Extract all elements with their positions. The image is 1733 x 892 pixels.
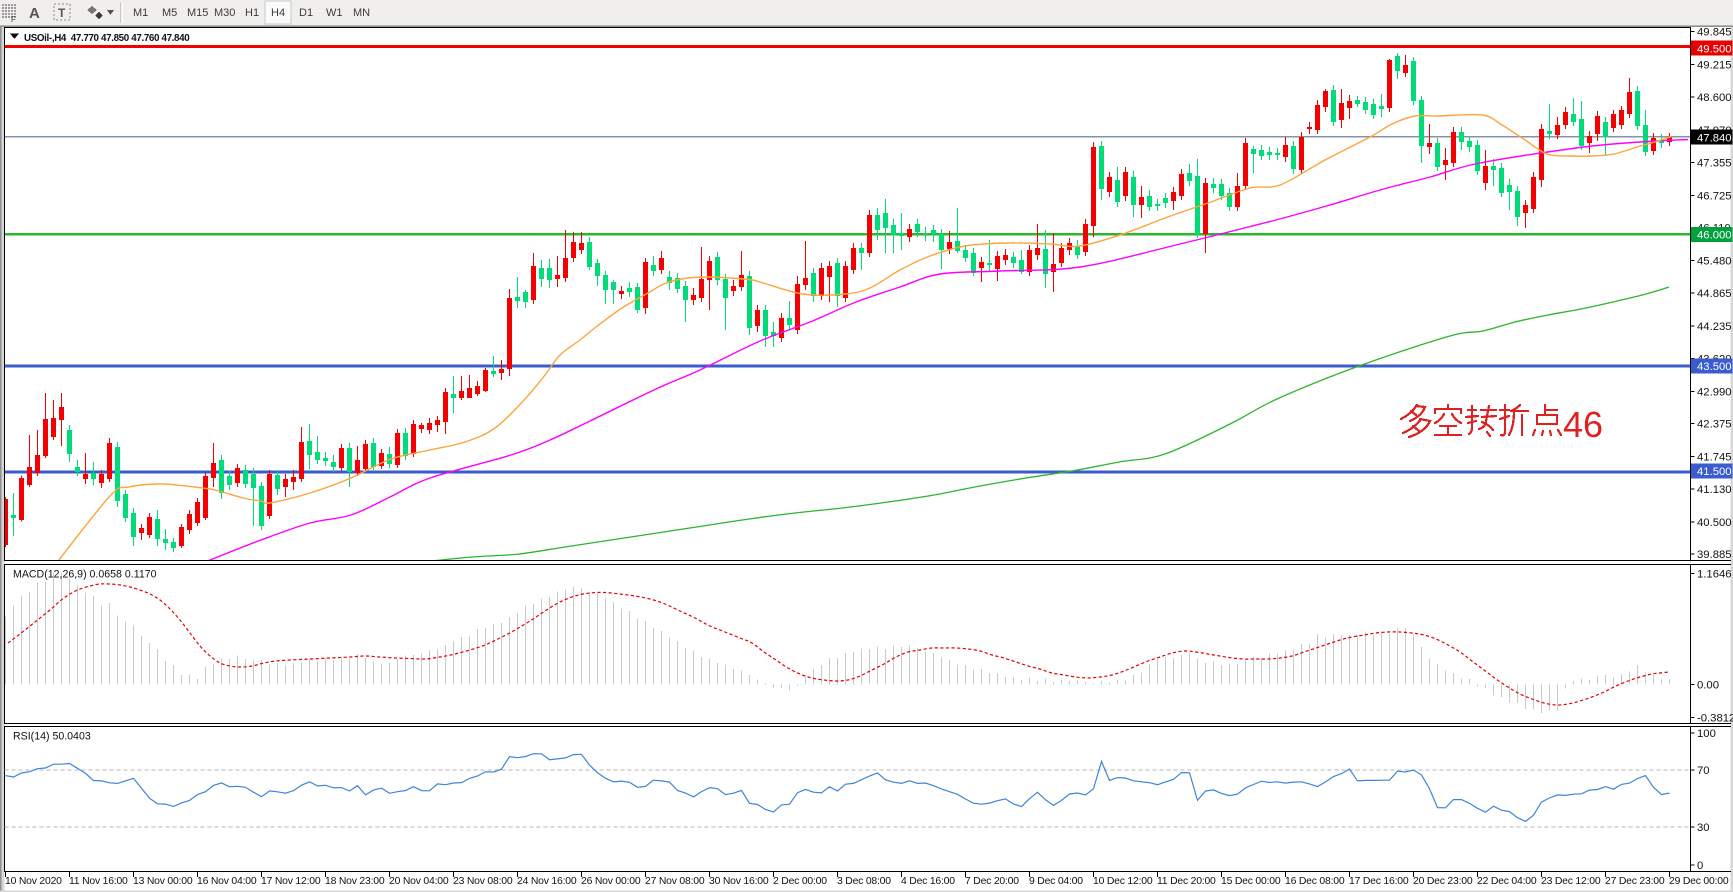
svg-text:23 Dec 12:00: 23 Dec 12:00	[1541, 876, 1601, 887]
svg-text:0: 0	[1697, 860, 1703, 872]
svg-text:45.480: 45.480	[1697, 256, 1732, 268]
svg-text:39.885: 39.885	[1697, 549, 1732, 561]
svg-text:M30: M30	[214, 7, 235, 19]
svg-text:48.600: 48.600	[1697, 92, 1732, 104]
svg-text:47.840: 47.840	[1697, 132, 1732, 144]
svg-text:A: A	[29, 5, 40, 22]
svg-text:F: F	[11, 15, 16, 24]
svg-text:1.1646: 1.1646	[1697, 569, 1732, 581]
svg-text:29 Dec 00:00: 29 Dec 00:00	[1669, 876, 1729, 887]
svg-text:USOil-,H4 47.770 47.850 47.76: USOil-,H4 47.770 47.850 47.760 47.840	[24, 33, 190, 44]
svg-text:18 Nov 23:00: 18 Nov 23:00	[325, 876, 385, 887]
svg-text:49.845: 49.845	[1697, 27, 1732, 39]
svg-text:49.215: 49.215	[1697, 60, 1732, 72]
svg-text:17 Nov 12:00: 17 Nov 12:00	[261, 876, 321, 887]
svg-text:27 Dec 23:00: 27 Dec 23:00	[1605, 876, 1665, 887]
svg-text:4 Dec 16:00: 4 Dec 16:00	[901, 876, 955, 887]
svg-text:16 Dec 08:00: 16 Dec 08:00	[1285, 876, 1345, 887]
svg-text:46.725: 46.725	[1697, 190, 1732, 202]
svg-text:0.00: 0.00	[1697, 680, 1719, 692]
svg-text:M1: M1	[133, 7, 148, 19]
svg-text:20 Dec 23:00: 20 Dec 23:00	[1413, 876, 1473, 887]
svg-text:10 Nov 2020: 10 Nov 2020	[5, 876, 62, 887]
svg-text:T: T	[58, 6, 66, 20]
svg-text:M5: M5	[162, 7, 177, 19]
svg-text:D1: D1	[299, 7, 313, 19]
svg-text:46: 46	[1563, 404, 1603, 445]
svg-text:49.500: 49.500	[1697, 43, 1732, 55]
svg-text:47.355: 47.355	[1697, 157, 1732, 169]
svg-text:46.000: 46.000	[1697, 230, 1732, 242]
svg-text:43.500: 43.500	[1697, 361, 1732, 373]
svg-text:7 Dec 20:00: 7 Dec 20:00	[965, 876, 1019, 887]
svg-text:15 Dec 00:00: 15 Dec 00:00	[1221, 876, 1281, 887]
svg-text:13 Nov 00:00: 13 Nov 00:00	[133, 876, 193, 887]
svg-text:H1: H1	[245, 7, 259, 19]
svg-text:MACD(12,26,9) 0.0658 0.1170: MACD(12,26,9) 0.0658 0.1170	[13, 569, 157, 581]
svg-text:41.500: 41.500	[1697, 466, 1732, 478]
svg-text:44.235: 44.235	[1697, 321, 1732, 333]
svg-text:20 Nov 04:00: 20 Nov 04:00	[389, 876, 449, 887]
svg-text:MN: MN	[353, 7, 370, 19]
svg-text:W1: W1	[326, 7, 343, 19]
svg-text:11 Nov 16:00: 11 Nov 16:00	[69, 876, 128, 887]
svg-text:3 Dec 08:00: 3 Dec 08:00	[837, 876, 891, 887]
svg-text:10 Dec 12:00: 10 Dec 12:00	[1093, 876, 1153, 887]
svg-text:M15: M15	[187, 7, 208, 19]
svg-text:22 Dec 04:00: 22 Dec 04:00	[1477, 876, 1537, 887]
svg-text:11 Dec 20:00: 11 Dec 20:00	[1157, 876, 1216, 887]
svg-text:42.375: 42.375	[1697, 419, 1732, 431]
svg-text:26 Nov 00:00: 26 Nov 00:00	[581, 876, 641, 887]
svg-text:16 Nov 04:00: 16 Nov 04:00	[197, 876, 257, 887]
svg-text:100: 100	[1697, 728, 1716, 740]
svg-text:17 Dec 16:00: 17 Dec 16:00	[1349, 876, 1409, 887]
svg-text:41.130: 41.130	[1697, 484, 1732, 496]
svg-text:40.500: 40.500	[1697, 517, 1732, 529]
svg-text:2 Dec 00:00: 2 Dec 00:00	[773, 876, 827, 887]
svg-text:RSI(14) 50.0403: RSI(14) 50.0403	[13, 731, 91, 743]
svg-text:27 Nov 08:00: 27 Nov 08:00	[645, 876, 705, 887]
svg-text:23 Nov 08:00: 23 Nov 08:00	[453, 876, 513, 887]
svg-text:41.745: 41.745	[1697, 452, 1732, 464]
svg-text:42.990: 42.990	[1697, 386, 1732, 398]
svg-text:H4: H4	[271, 7, 285, 19]
svg-text:30 Nov 16:00: 30 Nov 16:00	[709, 876, 769, 887]
svg-text:-0.3812: -0.3812	[1697, 713, 1733, 725]
svg-text:24 Nov 16:00: 24 Nov 16:00	[517, 876, 577, 887]
svg-text:9 Dec 04:00: 9 Dec 04:00	[1029, 876, 1083, 887]
svg-text:30: 30	[1697, 822, 1710, 834]
svg-text:70: 70	[1697, 765, 1710, 777]
svg-text:44.865: 44.865	[1697, 288, 1732, 300]
